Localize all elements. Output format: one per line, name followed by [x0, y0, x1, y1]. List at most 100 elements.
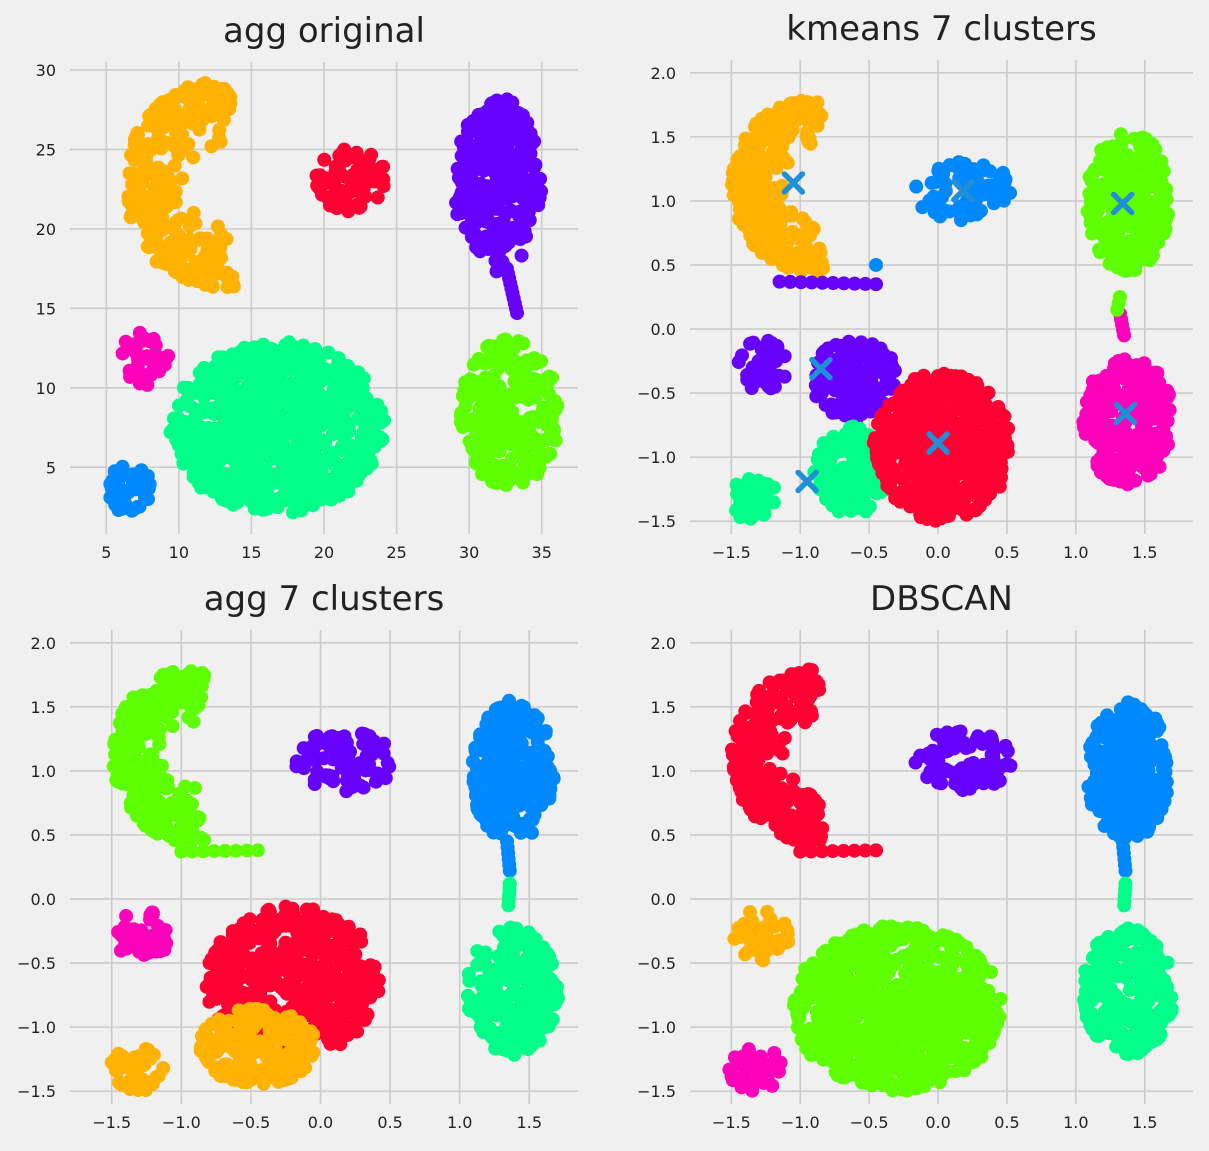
point [181, 383, 196, 398]
point [359, 748, 374, 763]
point [179, 805, 194, 820]
point [182, 219, 197, 234]
point [230, 421, 245, 436]
point [218, 433, 233, 448]
point [283, 396, 298, 411]
point [548, 395, 563, 410]
point [915, 200, 930, 215]
point [332, 148, 347, 163]
point [518, 796, 533, 811]
point [941, 508, 956, 523]
subplot-3: −1.5 −1.0 −0.5 0.0 0.5 1.0 1.5−1.5−1.0−0.50.00… [17, 579, 578, 1132]
point [352, 160, 367, 175]
point [295, 918, 310, 933]
point [122, 166, 137, 181]
point [261, 428, 276, 443]
point [181, 667, 196, 682]
point [833, 358, 848, 373]
point [961, 372, 976, 387]
point [256, 337, 271, 352]
point [835, 393, 850, 408]
point [489, 201, 504, 216]
point [496, 333, 511, 348]
point [282, 950, 297, 965]
point [336, 443, 351, 458]
point [234, 474, 249, 489]
point [734, 348, 749, 363]
point [192, 105, 207, 120]
point [836, 442, 851, 457]
point [515, 707, 530, 722]
point [325, 369, 340, 384]
point [456, 151, 471, 166]
point [109, 773, 124, 788]
point [752, 181, 767, 196]
point [278, 338, 293, 353]
point [280, 978, 295, 993]
point [152, 805, 167, 820]
point [920, 512, 935, 527]
point [135, 176, 150, 191]
point [882, 398, 897, 413]
point [1107, 457, 1122, 472]
point [1084, 185, 1099, 200]
point [508, 729, 523, 744]
point [851, 474, 866, 489]
point [267, 924, 282, 939]
point [514, 135, 529, 150]
point [761, 243, 776, 258]
point [123, 209, 138, 224]
point [780, 155, 795, 170]
point [358, 763, 373, 778]
point [523, 146, 538, 161]
point [1140, 468, 1155, 483]
point [1095, 144, 1110, 159]
point [780, 257, 795, 272]
point [955, 430, 970, 445]
point [1149, 197, 1164, 212]
point [952, 466, 967, 481]
point [1130, 427, 1145, 442]
point [494, 821, 509, 836]
point [309, 168, 324, 183]
point [869, 277, 884, 292]
point [1126, 154, 1141, 169]
point [489, 108, 504, 123]
point [986, 196, 1001, 211]
point [1160, 437, 1175, 452]
point [265, 960, 280, 975]
point [332, 190, 347, 205]
point [744, 203, 759, 218]
point [357, 1012, 372, 1027]
point [740, 372, 755, 387]
point [1111, 472, 1126, 487]
point [141, 137, 156, 152]
point [153, 772, 168, 787]
point [170, 692, 185, 707]
point [149, 684, 164, 699]
point [1143, 372, 1158, 387]
point [906, 454, 921, 469]
point [171, 228, 186, 243]
point [844, 404, 859, 419]
x-tick-label: 0.0 [925, 543, 950, 562]
x-tick-label: 1.0 [1063, 543, 1088, 562]
point [913, 415, 928, 430]
point [233, 366, 248, 381]
point [955, 415, 970, 430]
point [123, 758, 138, 773]
x-tick-label: 5 [101, 543, 111, 562]
point [244, 494, 259, 509]
point [344, 385, 359, 400]
point [520, 115, 535, 130]
point [501, 710, 516, 725]
point [1095, 162, 1110, 177]
x-tick-label: −0.5 [850, 543, 889, 562]
point [167, 158, 182, 173]
point [982, 411, 997, 426]
point [956, 396, 971, 411]
point [478, 214, 493, 229]
point [212, 476, 227, 491]
point [809, 378, 824, 393]
point [205, 98, 220, 113]
